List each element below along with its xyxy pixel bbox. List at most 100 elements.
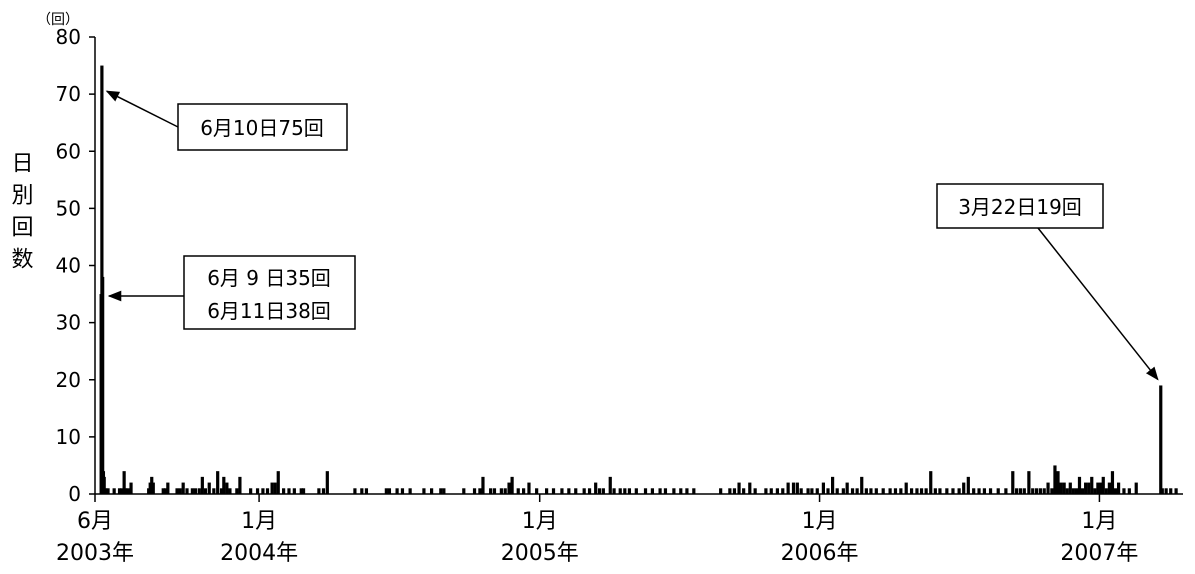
bar xyxy=(222,476,226,494)
bar xyxy=(255,488,260,494)
bar xyxy=(106,488,110,494)
bar xyxy=(384,488,388,494)
bar xyxy=(988,488,993,494)
bar xyxy=(795,482,799,494)
bar xyxy=(151,482,155,494)
bar xyxy=(1113,488,1118,494)
bar xyxy=(560,488,564,494)
bar xyxy=(503,488,507,494)
bar xyxy=(1046,482,1050,494)
bar xyxy=(1101,476,1105,494)
bar xyxy=(104,488,108,494)
bar xyxy=(249,488,253,494)
bar xyxy=(855,488,859,494)
bar xyxy=(685,488,689,494)
bar xyxy=(166,482,170,494)
bar xyxy=(1050,488,1054,494)
bar xyxy=(301,488,306,494)
y-tick-label: 60 xyxy=(56,139,81,163)
bar xyxy=(815,488,819,494)
bar xyxy=(472,488,477,494)
bar xyxy=(228,488,232,494)
bar xyxy=(634,488,638,494)
bar xyxy=(216,471,220,494)
bar xyxy=(1018,488,1023,494)
bar-series xyxy=(99,65,1178,494)
bar xyxy=(325,471,329,494)
bar xyxy=(273,482,277,494)
bar xyxy=(270,482,274,494)
x-tick-month: 6月 xyxy=(77,509,113,534)
bar xyxy=(806,488,810,494)
bar xyxy=(574,488,578,494)
y-tick-label: 0 xyxy=(68,482,81,506)
annotations: 6月10日75回 6月 9 日35回 6月11日38回 3月22日19回 xyxy=(105,90,1159,381)
x-tick-month: 1月 xyxy=(522,509,558,534)
bar xyxy=(972,488,976,494)
bar xyxy=(650,488,655,494)
x-tick-year: 2007年 xyxy=(1060,541,1138,566)
annotation-label-peak2-line2: 6月11日38回 xyxy=(207,299,331,323)
bar xyxy=(287,488,291,494)
annotation-box-peak2 xyxy=(183,255,356,330)
bar xyxy=(1160,488,1164,494)
bar xyxy=(821,482,826,494)
bar xyxy=(775,488,779,494)
bar xyxy=(692,488,696,494)
bar xyxy=(881,488,885,494)
y-tick-label: 10 xyxy=(56,425,81,449)
bar xyxy=(869,488,873,494)
bar xyxy=(292,488,296,494)
bar xyxy=(594,482,598,494)
bar xyxy=(893,488,898,494)
bar xyxy=(163,488,168,494)
bar xyxy=(219,488,224,494)
bar xyxy=(1022,488,1026,494)
bar xyxy=(769,488,773,494)
bar xyxy=(364,488,369,494)
bar xyxy=(551,488,556,494)
x-tick-year: 2004年 xyxy=(220,541,298,566)
bar xyxy=(126,488,130,494)
bar xyxy=(1116,482,1121,494)
bar xyxy=(835,488,839,494)
bar xyxy=(101,276,105,494)
x-tick-month: 1月 xyxy=(1081,509,1117,534)
bar xyxy=(1110,471,1115,494)
bar xyxy=(643,488,648,494)
bar xyxy=(516,488,520,494)
bar xyxy=(510,476,514,494)
bar xyxy=(197,488,201,494)
bar xyxy=(535,488,539,494)
bar xyxy=(178,488,182,494)
bar xyxy=(850,488,855,494)
bar xyxy=(1077,476,1082,494)
bar xyxy=(282,488,286,494)
y-tick-label: 70 xyxy=(56,82,81,106)
x-tick-year: 2005年 xyxy=(501,541,579,566)
bar xyxy=(1096,482,1100,494)
bar xyxy=(799,488,803,494)
y-tick-label: 30 xyxy=(56,311,81,335)
bar xyxy=(102,476,106,494)
bar xyxy=(225,482,229,494)
bar xyxy=(261,488,265,494)
bar xyxy=(1071,488,1075,494)
bar xyxy=(1056,471,1060,494)
bar xyxy=(200,476,204,494)
bar xyxy=(899,488,903,494)
bar xyxy=(1015,488,1019,494)
bar xyxy=(276,471,280,494)
bar xyxy=(781,488,785,494)
bar xyxy=(439,488,443,494)
bar xyxy=(764,488,768,494)
bar xyxy=(238,476,242,494)
bar xyxy=(962,482,966,494)
x-tick-year: 2006年 xyxy=(781,541,859,566)
bar xyxy=(748,482,752,494)
y-axis-unit: （回） xyxy=(37,12,79,28)
bar xyxy=(951,488,955,494)
bar xyxy=(124,488,128,494)
bar xyxy=(161,488,165,494)
